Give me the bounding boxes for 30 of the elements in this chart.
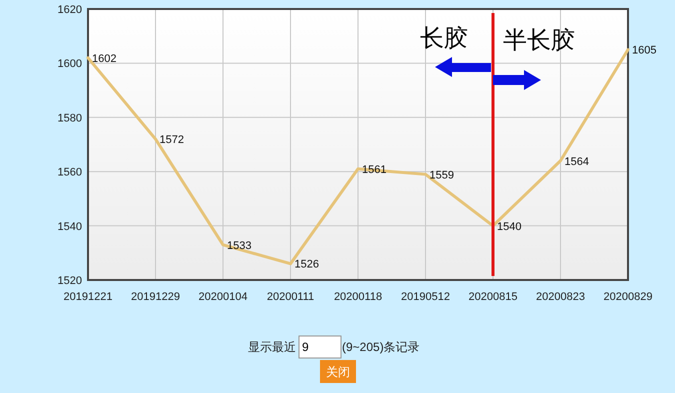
text: (9~205)条记录 bbox=[342, 340, 420, 354]
y-tick-label: 1560 bbox=[58, 166, 82, 179]
data-label: 1561 bbox=[362, 164, 386, 176]
y-tick-label: 1520 bbox=[58, 275, 82, 287]
y-tick-label: 1580 bbox=[58, 112, 82, 124]
data-label: 1564 bbox=[564, 156, 589, 168]
x-tick-label: 20191221 bbox=[64, 291, 112, 303]
y-tick-label: 1540 bbox=[58, 220, 82, 233]
data-label: 1526 bbox=[294, 258, 319, 271]
x-tick-label: 20190512 bbox=[401, 291, 450, 303]
x-tick-label: 20200111 bbox=[266, 291, 314, 303]
y-tick-label: 1600 bbox=[58, 58, 82, 70]
data-label: 1572 bbox=[160, 134, 184, 146]
annotation: 长胶 bbox=[420, 25, 468, 52]
y-tick-label: 1620 bbox=[58, 4, 82, 16]
x-tick-label: 20191229 bbox=[131, 291, 180, 303]
data-label: 1602 bbox=[92, 52, 116, 65]
text: 关闭 bbox=[326, 365, 350, 379]
x-tick-label: 20200104 bbox=[198, 291, 248, 303]
x-tick-label: 20200118 bbox=[334, 291, 382, 303]
data-label: 1605 bbox=[632, 44, 656, 57]
x-tick-label: 20200823 bbox=[536, 291, 585, 303]
text: 9 bbox=[302, 340, 309, 354]
data-label: 1533 bbox=[227, 240, 252, 252]
annotation: 半长胶 bbox=[503, 27, 575, 54]
x-tick-label: 20200829 bbox=[604, 291, 652, 303]
x-tick-label: 20200815 bbox=[468, 291, 518, 303]
text: 显示最近 bbox=[248, 340, 296, 354]
data-label: 1540 bbox=[497, 220, 522, 233]
data-label: 1559 bbox=[430, 169, 454, 182]
